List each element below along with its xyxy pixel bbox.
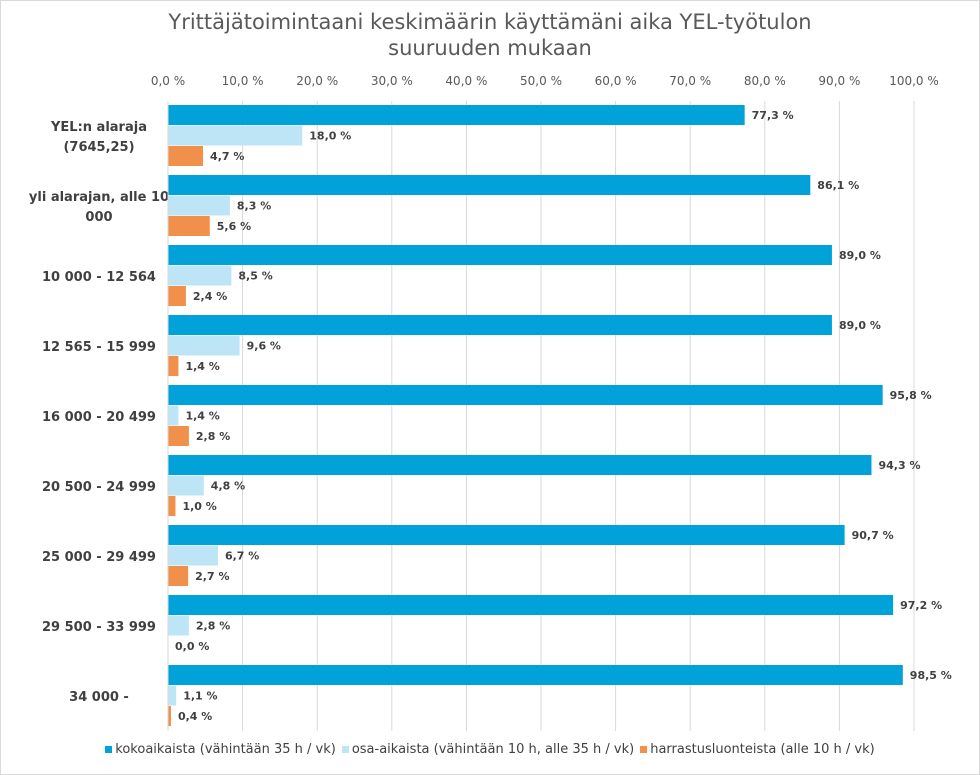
legend-label: harrastusluonteista (alle 10 h / vk) <box>650 742 875 757</box>
legend-swatch <box>341 746 349 753</box>
bar <box>168 146 204 166</box>
data-label: 2,8 % <box>196 620 230 633</box>
bar <box>168 216 210 236</box>
category-label: 16 000 - 20 499 <box>42 410 156 425</box>
bar <box>168 356 179 376</box>
bar <box>168 615 189 636</box>
legend-item: kokoaikaista (vähintään 35 h / vk) <box>105 742 336 757</box>
data-label: 86,1 % <box>817 179 859 192</box>
legend-swatch <box>105 746 113 753</box>
x-tick-label: 40,0 % <box>445 74 487 88</box>
bar <box>168 125 303 146</box>
category-label: 10 000 - 12 564 <box>42 270 156 285</box>
data-label: 2,7 % <box>195 570 229 583</box>
data-label: 0,4 % <box>178 710 212 723</box>
bar <box>168 245 832 265</box>
title-line-2: suuruuden mukaan <box>388 36 592 60</box>
bar <box>168 315 832 335</box>
bar <box>168 426 189 446</box>
data-label: 1,4 % <box>185 410 219 423</box>
bar <box>168 265 232 286</box>
x-tick-label: 70,0 % <box>669 74 711 88</box>
title-line-1: Yrittäjätoimintaani keskimäärin käyttämä… <box>168 10 812 34</box>
bar <box>168 525 845 545</box>
data-label: 4,8 % <box>211 480 245 493</box>
bar <box>168 566 189 586</box>
legend-item: osa-aikaista (vähintään 10 h, alle 35 h … <box>341 742 635 757</box>
data-label: 77,3 % <box>752 109 794 122</box>
category-label: 34 000 - <box>69 690 129 705</box>
x-tick-label: 0,0 % <box>151 74 185 88</box>
data-label: 94,3 % <box>878 459 920 472</box>
x-tick-label: 10,0 % <box>222 74 264 88</box>
bar <box>168 475 204 496</box>
data-label: 2,4 % <box>193 290 227 303</box>
data-label: 89,0 % <box>839 249 881 262</box>
bar <box>168 685 177 706</box>
category-label: yli alarajan, alle 10 000 <box>29 190 169 225</box>
data-label: 0,0 % <box>175 640 209 653</box>
x-tick-label: 30,0 % <box>371 74 413 88</box>
data-label: 89,0 % <box>839 319 881 332</box>
bar <box>168 286 186 306</box>
legend-label: kokoaikaista (vähintään 35 h / vk) <box>115 742 336 757</box>
x-tick-label: 80,0 % <box>744 74 786 88</box>
legend: kokoaikaista (vähintään 35 h / vk) osa-ai… <box>1 742 979 757</box>
bar <box>168 385 883 405</box>
data-label: 8,3 % <box>237 200 271 213</box>
bar <box>168 595 894 615</box>
x-tick-label: 100,0 % <box>889 74 939 88</box>
data-label: 18,0 % <box>309 130 351 143</box>
legend-swatch <box>640 746 648 753</box>
x-tick-label: 20,0 % <box>296 74 338 88</box>
data-label: 1,1 % <box>183 690 217 703</box>
bar <box>168 545 218 566</box>
data-label: 6,7 % <box>225 550 259 563</box>
category-label: 25 000 - 29 499 <box>42 550 156 565</box>
data-label: 8,5 % <box>238 270 272 283</box>
bar <box>168 665 903 685</box>
data-label: 98,5 % <box>910 669 952 682</box>
bar <box>168 195 230 216</box>
bar <box>168 335 240 356</box>
bar <box>168 706 171 726</box>
category-label: YEL:n alaraja (7645,25) <box>50 120 147 155</box>
data-label: 90,7 % <box>852 529 894 542</box>
category-label: 29 500 - 33 999 <box>42 620 156 635</box>
data-label: 9,6 % <box>247 340 281 353</box>
bar <box>168 455 872 475</box>
data-label: 5,6 % <box>217 220 251 233</box>
data-label: 2,8 % <box>196 430 230 443</box>
bar <box>168 496 176 516</box>
chart-title: Yrittäjätoimintaani keskimäärin käyttämä… <box>1 9 979 61</box>
bar <box>168 405 179 426</box>
data-label: 4,7 % <box>210 150 244 163</box>
x-tick-label: 60,0 % <box>595 74 637 88</box>
bar <box>168 105 745 125</box>
bar <box>168 175 811 195</box>
data-label: 1,4 % <box>185 360 219 373</box>
category-label: 12 565 - 15 999 <box>42 340 156 355</box>
data-label: 97,2 % <box>900 599 942 612</box>
legend-label: osa-aikaista (vähintään 10 h, alle 35 h … <box>351 742 635 757</box>
x-tick-label: 50,0 % <box>520 74 562 88</box>
x-tick-label: 90,0 % <box>818 74 860 88</box>
data-label: 95,8 % <box>890 389 932 402</box>
data-label: 1,0 % <box>182 500 216 513</box>
category-label: 20 500 - 24 999 <box>42 480 156 495</box>
legend-item: harrastusluonteista (alle 10 h / vk) <box>640 742 875 757</box>
